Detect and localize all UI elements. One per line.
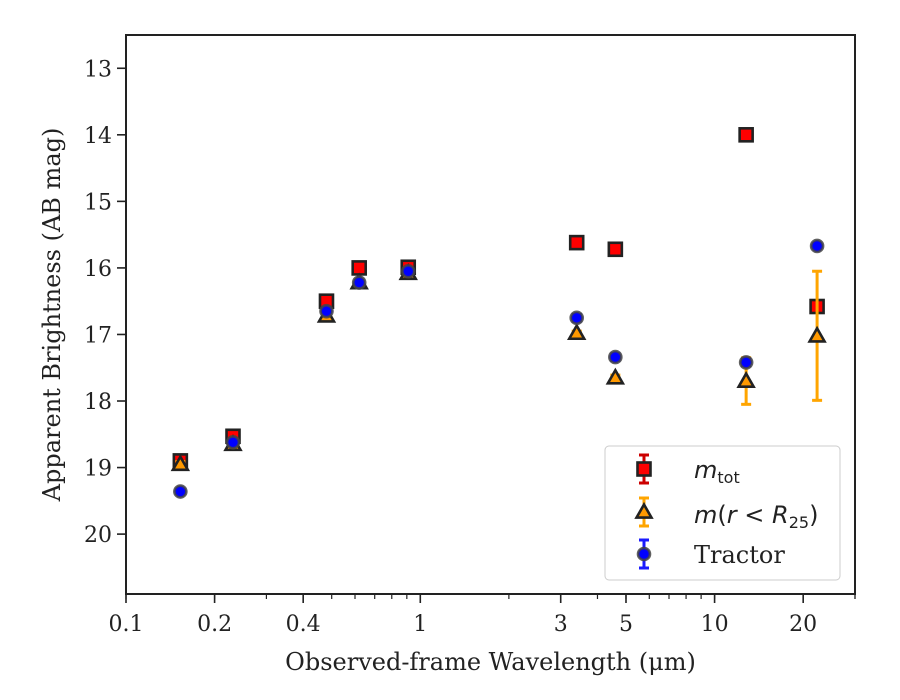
- x-tick-label: 10: [701, 612, 729, 637]
- legend-markers: [634, 453, 654, 570]
- data-point: [173, 484, 188, 499]
- legend-marker-square: [636, 461, 652, 477]
- x-tick-label: 0.4: [286, 612, 321, 637]
- plot-area: [170, 127, 827, 499]
- y-tick-label: 17: [84, 323, 112, 348]
- data-point: [569, 310, 585, 326]
- x-tick-label: 0.1: [109, 612, 144, 637]
- y-tick-label: 18: [84, 390, 112, 415]
- data-point: [319, 303, 334, 319]
- legend-marker-triangle: [634, 501, 654, 519]
- data-point: [568, 234, 585, 251]
- y-tick-label: 19: [84, 457, 112, 482]
- legend-box: [604, 445, 841, 581]
- data-point: [566, 323, 587, 341]
- data-point: [807, 325, 827, 343]
- data-point: [400, 263, 416, 279]
- legend: mtot m(r < R25) Tractor: [604, 445, 841, 581]
- data-point: [736, 370, 756, 388]
- data-point: [225, 434, 241, 450]
- plot-frame: [125, 34, 856, 595]
- data-point: [351, 275, 367, 290]
- legend-marker-circle: [636, 546, 652, 562]
- data-point: [605, 367, 626, 385]
- y-tick-label: 16: [84, 257, 112, 282]
- data-point: [170, 454, 191, 472]
- x-tick-label: 3: [554, 612, 568, 637]
- y-tick-label: 15: [84, 190, 112, 215]
- y-tick-label: 13: [84, 57, 112, 82]
- data-point: [607, 241, 624, 258]
- x-tick-label: 20: [789, 612, 817, 637]
- y-axis-title: Apparent Brightness (AB mag): [38, 128, 66, 503]
- y-tick-label: 14: [84, 124, 112, 149]
- x-tick-label: 0.2: [197, 612, 232, 637]
- x-tick-label: 1: [413, 612, 427, 637]
- x-axis-title: Observed-frame Wavelength (μm): [285, 648, 696, 676]
- x-tick-label: 5: [619, 612, 633, 637]
- data-point: [738, 127, 754, 143]
- series-circle: [173, 238, 825, 499]
- data-point: [738, 355, 754, 370]
- data-point: [809, 238, 825, 254]
- data-point: [608, 349, 623, 365]
- y-tick-label: 20: [84, 523, 112, 548]
- legend-label-tractor: Tractor: [694, 541, 785, 569]
